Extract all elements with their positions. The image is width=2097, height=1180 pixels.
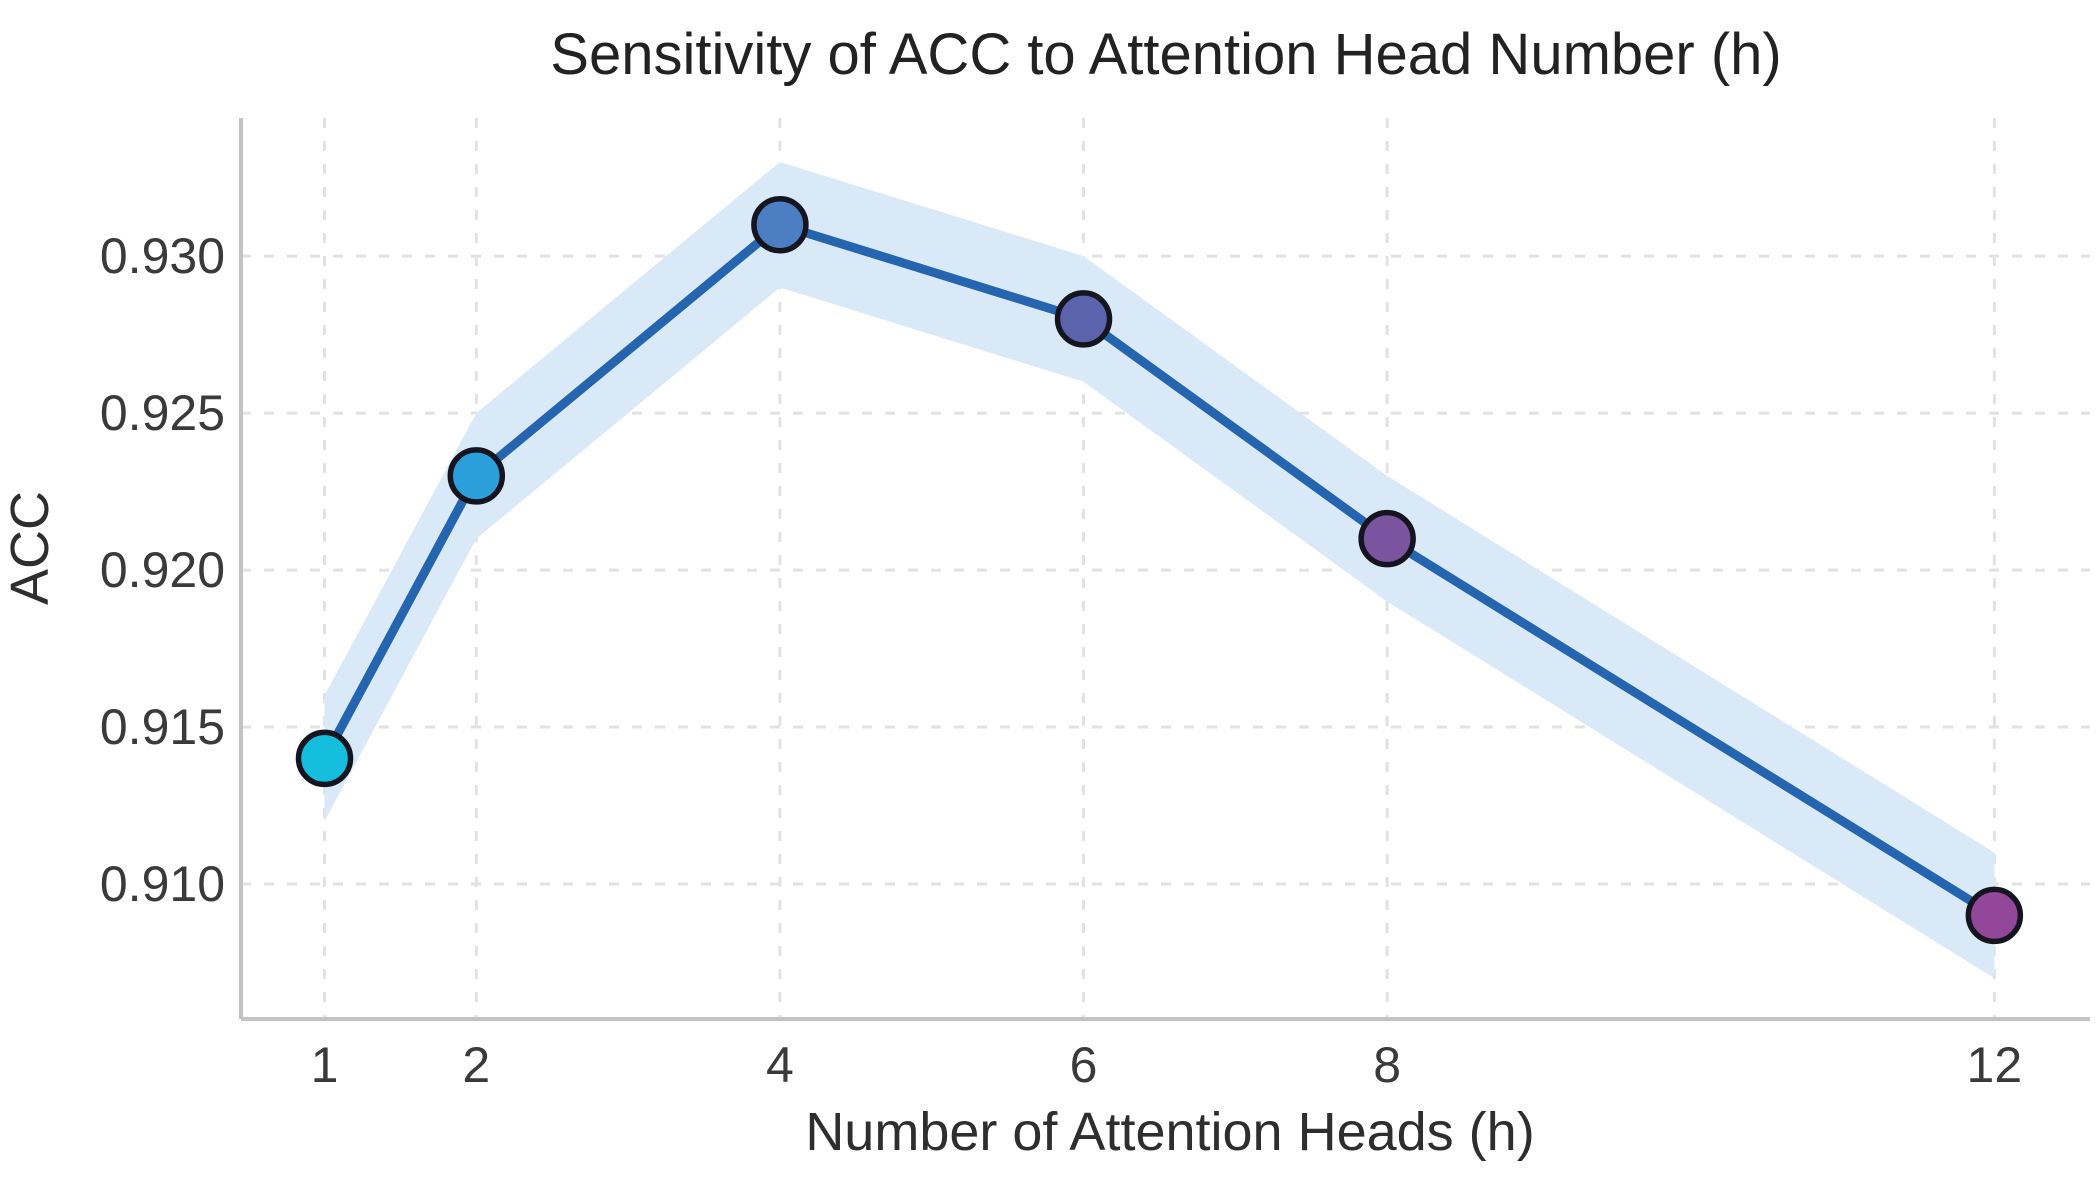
x-tick-label: 8 (1373, 1037, 1401, 1093)
y-tick-label: 0.925 (100, 385, 225, 441)
x-tick-label: 2 (462, 1037, 490, 1093)
x-tick-label: 12 (1967, 1037, 2023, 1093)
chart-title: Sensitivity of ACC to Attention Head Num… (550, 22, 1781, 87)
x-tick-label: 1 (311, 1037, 339, 1093)
data-point-h1 (295, 729, 354, 788)
confidence-band (324, 161, 1995, 979)
data-point-h2 (447, 447, 506, 505)
data-point-h12 (1965, 886, 2024, 945)
y-tick-label: 0.920 (100, 542, 225, 598)
y-axis-label: ACC (0, 491, 60, 605)
acc-line (319, 220, 1999, 920)
y-tick-label: 0.930 (100, 228, 225, 284)
x-tick-label: 6 (1070, 1037, 1098, 1093)
x-tick-label: 4 (766, 1037, 794, 1093)
data-point-h8 (1358, 509, 1416, 568)
data-point-h6 (1054, 290, 1113, 348)
y-tick-label: 0.915 (100, 699, 225, 755)
x-axis-label: Number of Attention Heads (h) (805, 1102, 1534, 1162)
data-point-h4 (751, 195, 809, 254)
y-tick-label: 0.910 (100, 856, 225, 912)
